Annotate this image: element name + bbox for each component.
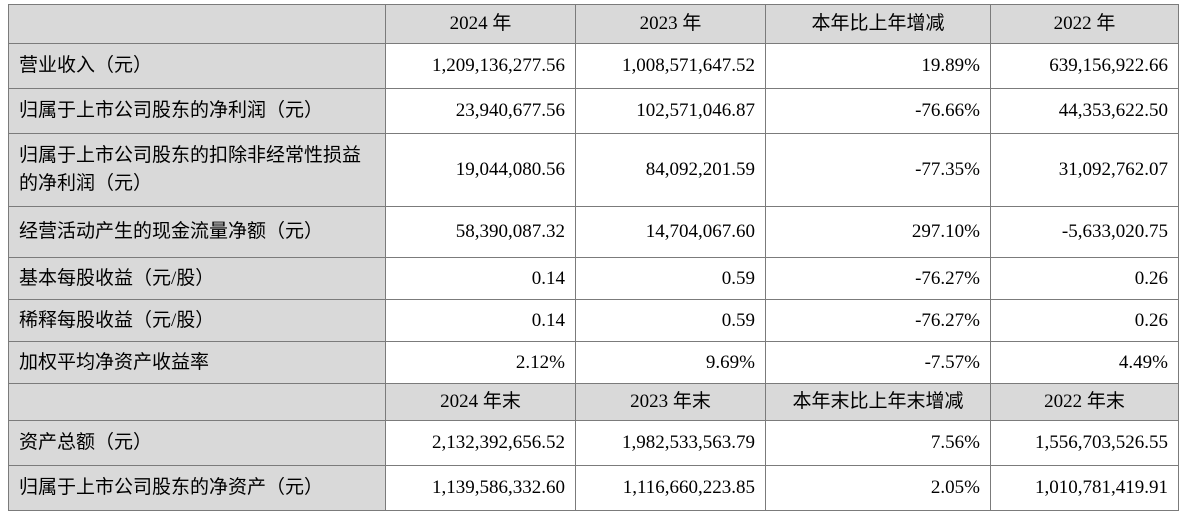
- year-end-header-row: 2024 年末 2023 年末 本年末比上年末增减 2022 年末: [8, 383, 1179, 421]
- row-label: 加权平均净资产收益率: [8, 341, 386, 384]
- value-2024: 19,044,080.56: [385, 133, 576, 207]
- row-label: 归属于上市公司股东的扣除非经常性损益的净利润（元）: [8, 133, 386, 207]
- value-2023: 0.59: [575, 257, 766, 300]
- row-label: 资产总额（元）: [8, 420, 386, 466]
- row-label: 稀释每股收益（元/股）: [8, 299, 386, 342]
- column-header-year-end-change: 本年末比上年末增减: [765, 383, 991, 421]
- row-label: 经营活动产生的现金流量净额（元）: [8, 206, 386, 258]
- table-row-net-profit-excl-nonrecurring: 归属于上市公司股东的扣除非经常性损益的净利润（元） 19,044,080.56 …: [8, 133, 1179, 207]
- table-row-revenue: 营业收入（元） 1,209,136,277.56 1,008,571,647.5…: [8, 43, 1179, 89]
- row-label: 归属于上市公司股东的净资产（元）: [8, 465, 386, 511]
- row-label: 归属于上市公司股东的净利润（元）: [8, 88, 386, 134]
- value-2022-end: 1,556,703,526.55: [990, 420, 1179, 466]
- value-2023: 1,008,571,647.52: [575, 43, 766, 89]
- table-row-weighted-avg-roe: 加权平均净资产收益率 2.12% 9.69% -7.57% 4.49%: [8, 341, 1179, 384]
- table-row-basic-eps: 基本每股收益（元/股） 0.14 0.59 -76.27% 0.26: [8, 257, 1179, 300]
- value-change: -76.27%: [765, 257, 991, 300]
- value-change: -7.57%: [765, 341, 991, 384]
- column-header-2022-end: 2022 年末: [990, 383, 1179, 421]
- value-2024: 23,940,677.56: [385, 88, 576, 134]
- value-2022: 0.26: [990, 257, 1179, 300]
- value-2023: 102,571,046.87: [575, 88, 766, 134]
- value-2022: 0.26: [990, 299, 1179, 342]
- value-2023: 0.59: [575, 299, 766, 342]
- value-change: -76.27%: [765, 299, 991, 342]
- column-header-yoy-change: 本年比上年增减: [765, 4, 991, 44]
- annual-header-row: 2024 年 2023 年 本年比上年增减 2022 年: [8, 4, 1179, 44]
- value-2022: 639,156,922.66: [990, 43, 1179, 89]
- value-change: 297.10%: [765, 206, 991, 258]
- value-2023: 9.69%: [575, 341, 766, 384]
- table-row-net-assets: 归属于上市公司股东的净资产（元） 1,139,586,332.60 1,116,…: [8, 465, 1179, 511]
- value-2022: 44,353,622.50: [990, 88, 1179, 134]
- row-label: 基本每股收益（元/股）: [8, 257, 386, 300]
- corner-cell: [8, 4, 386, 44]
- value-2022-end: 1,010,781,419.91: [990, 465, 1179, 511]
- value-change: -77.35%: [765, 133, 991, 207]
- column-header-2024: 2024 年: [385, 4, 576, 44]
- value-2024-end: 2,132,392,656.52: [385, 420, 576, 466]
- value-2023: 84,092,201.59: [575, 133, 766, 207]
- value-change: 19.89%: [765, 43, 991, 89]
- key-financials-table: 2024 年 2023 年 本年比上年增减 2022 年 营业收入（元） 1,2…: [8, 4, 1179, 511]
- row-label: 营业收入（元）: [8, 43, 386, 89]
- value-change: 2.05%: [765, 465, 991, 511]
- value-2023: 14,704,067.60: [575, 206, 766, 258]
- value-2024: 1,209,136,277.56: [385, 43, 576, 89]
- column-header-2023-end: 2023 年末: [575, 383, 766, 421]
- table-row-operating-cash-flow: 经营活动产生的现金流量净额（元） 58,390,087.32 14,704,06…: [8, 206, 1179, 258]
- value-2024: 0.14: [385, 299, 576, 342]
- value-2023-end: 1,116,660,223.85: [575, 465, 766, 511]
- column-header-2023: 2023 年: [575, 4, 766, 44]
- column-header-2022: 2022 年: [990, 4, 1179, 44]
- value-change: 7.56%: [765, 420, 991, 466]
- value-2024: 0.14: [385, 257, 576, 300]
- value-2022: 31,092,762.07: [990, 133, 1179, 207]
- value-change: -76.66%: [765, 88, 991, 134]
- table-row-total-assets: 资产总额（元） 2,132,392,656.52 1,982,533,563.7…: [8, 420, 1179, 466]
- corner-cell: [8, 383, 386, 421]
- column-header-2024-end: 2024 年末: [385, 383, 576, 421]
- value-2022: 4.49%: [990, 341, 1179, 384]
- value-2024: 2.12%: [385, 341, 576, 384]
- value-2023-end: 1,982,533,563.79: [575, 420, 766, 466]
- table-row-net-profit: 归属于上市公司股东的净利润（元） 23,940,677.56 102,571,0…: [8, 88, 1179, 134]
- table-row-diluted-eps: 稀释每股收益（元/股） 0.14 0.59 -76.27% 0.26: [8, 299, 1179, 342]
- value-2024-end: 1,139,586,332.60: [385, 465, 576, 511]
- value-2022: -5,633,020.75: [990, 206, 1179, 258]
- value-2024: 58,390,087.32: [385, 206, 576, 258]
